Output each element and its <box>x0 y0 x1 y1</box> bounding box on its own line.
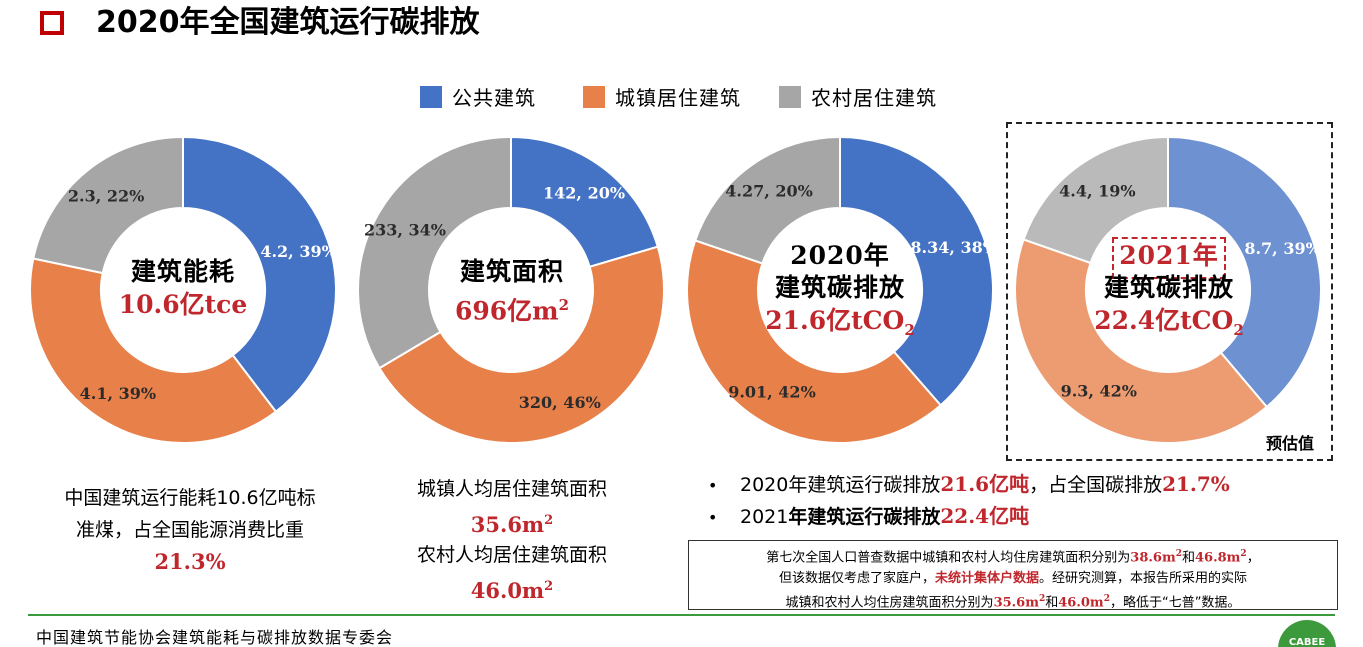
energy-desc-line2: 准煤，占全国能源消费比重 <box>75 519 304 541</box>
estimate-note: 预估值 <box>1266 434 1315 453</box>
rural-area-label: 农村人均居住建筑面积 <box>416 544 607 566</box>
donut3-slice-2-label: 9.01, 42% <box>728 382 816 401</box>
donut3-center-year: 2020年 <box>790 241 890 270</box>
donut4-center-year: 2021年 <box>1119 241 1219 270</box>
donut2-center-label: 建筑面积 <box>459 257 564 286</box>
donut1-slice-3-label: 2.3, 22% <box>68 186 144 205</box>
donut4-center-label: 建筑碳排放 <box>1103 273 1234 302</box>
donut2-center: 建筑面积 696亿m2 <box>432 256 592 328</box>
energy-description: 中国建筑运行能耗10.6亿吨标 准煤，占全国能源消费比重 21.3% <box>30 482 350 578</box>
donut3-hole <box>758 208 922 372</box>
emission-bullets: • 2020年建筑运行碳排放 21.6亿吨 ，占全国碳排放 21.7% • 20… <box>708 468 1230 532</box>
legend-label-urban: 城镇居住建筑 <box>615 86 741 110</box>
note-line3: 城镇和农村人均住房建筑面积分别为35.6m2和46.0m2，略低于“七普”数据。 <box>785 594 1241 611</box>
donut4-center-value: 22.4亿tCO2 <box>1094 306 1244 339</box>
estimate-frame <box>1006 122 1333 461</box>
energy-desc-line1: 中国建筑运行能耗10.6亿吨标 <box>64 487 316 509</box>
donut2-slice-3-label: 233, 34% <box>364 221 446 240</box>
donut3-center-label: 建筑碳排放 <box>774 273 905 302</box>
year-2021-frame <box>1112 237 1226 279</box>
donut1-center-value: 10.6亿tce <box>118 290 248 319</box>
census-note: 第七次全国人口普查数据中城镇和农村人均住房建筑面积分别为38.6m2和46.8m… <box>688 540 1338 611</box>
rural-area-value: 46.0m2 <box>470 578 554 603</box>
donut3-center-value: 21.6亿tCO2 <box>765 306 915 339</box>
page-title: 2020年全国建筑运行碳排放 <box>96 5 480 40</box>
footer-divider <box>28 614 1335 616</box>
note-line1: 第七次全国人口普查数据中城镇和农村人均住房建筑面积分别为38.6m2和46.8m… <box>766 549 1260 566</box>
donut1-center: 建筑能耗 10.6亿tce <box>103 256 263 322</box>
note-line2: 但该数据仅考虑了家庭户，未统计集体户数据。经研究测算，本报告所采用的实际 <box>778 571 1248 587</box>
title-marker <box>40 11 64 35</box>
donut3-slice-3-label: 4.27, 20% <box>725 182 813 201</box>
legend-item-rural: 农村居住建筑 <box>779 82 937 111</box>
footer-organization: 中国建筑节能协会建筑能耗与碳排放数据专委会 <box>36 628 394 647</box>
donut4-slice-1-label: 8.7, 39% <box>1244 239 1320 258</box>
donut1-hole <box>101 208 265 372</box>
energy-share-value: 21.3% <box>154 549 226 574</box>
legend-swatch-urban <box>583 85 605 108</box>
legend-label-public: 公共建筑 <box>452 86 536 110</box>
donut2-slice-2-label: 320, 46% <box>519 393 601 412</box>
bullet-2021: • 2021 年建筑运行碳排放 22.4亿吨 <box>708 504 1030 528</box>
donut2-slice-1-label: 142, 20% <box>543 183 625 202</box>
legend-item-urban: 城镇居住建筑 <box>583 82 741 111</box>
donut4-center: 2021年 建筑碳排放 22.4亿tCO2 <box>1089 240 1249 347</box>
donut2-hole <box>429 208 593 372</box>
donut1-slice-1-label: 4.2, 39% <box>260 242 336 261</box>
donut3-center: 2020年 建筑碳排放 21.6亿tCO2 <box>760 240 920 347</box>
donut1-slice-2-label: 4.1, 39% <box>80 384 156 403</box>
legend-item-public: 公共建筑 <box>420 82 536 111</box>
donut4-slice-2-label: 9.3, 42% <box>1061 381 1137 400</box>
bullet-dot: • <box>708 508 718 527</box>
donut3-slice-1-label: 8.34, 38% <box>910 238 998 257</box>
donut1-center-label: 建筑能耗 <box>130 257 235 286</box>
bullet-dot: • <box>708 476 718 495</box>
bullet-2020: • 2020年建筑运行碳排放 21.6亿吨 ，占全国碳排放 21.7% <box>708 472 1230 496</box>
legend-swatch-public <box>420 85 442 108</box>
area-description: 城镇人均居住建筑面积 35.6m2 农村人均居住建筑面积 46.0m2 <box>372 474 652 606</box>
donut4-slice-3-label: 4.4, 19% <box>1059 182 1135 201</box>
donut2-center-value: 696亿m2 <box>454 296 570 326</box>
legend-swatch-rural <box>779 85 801 108</box>
urban-area-label: 城镇人均居住建筑面积 <box>416 478 607 500</box>
donut4-hole <box>1086 208 1250 372</box>
urban-area-value: 35.6m2 <box>470 512 554 537</box>
legend-label-rural: 农村居住建筑 <box>811 86 937 110</box>
donut1-slice-3 <box>32 135 184 275</box>
